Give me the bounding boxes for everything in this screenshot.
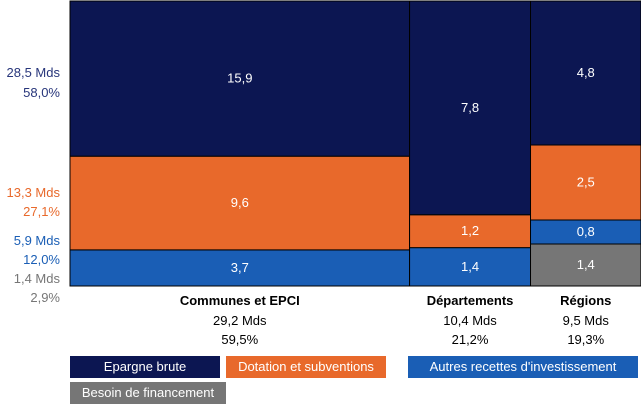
category-label-regions: Régions (560, 293, 611, 308)
category-share-departements: 21,2% (452, 332, 489, 347)
data-label-regions-besoin-de-financement: 1,4 (577, 257, 595, 272)
bar-departements-dotation-et-subventions (409, 214, 532, 249)
data-label-departements-autres-recettes-d-investissement: 1,4 (461, 259, 479, 274)
category-label-communes-et-epci: Communes et EPCI (180, 293, 300, 308)
series-total-share-besoin-de-financement: 2,9% (30, 290, 60, 305)
series-total-amount-epargne-brute: 28,5 Mds (7, 65, 61, 80)
series-total-share-epargne-brute: 58,0% (23, 85, 60, 100)
data-label-communes-et-epci-dotation-et-subventions: 9,6 (231, 195, 249, 210)
data-label-regions-autres-recettes-d-investissement: 0,8 (577, 224, 595, 239)
bar-regions-besoin-de-financement (530, 243, 641, 287)
category-total-regions: 9,5 Mds (563, 313, 610, 328)
legend-autres-recettes: Autres recettes d'investissement (408, 356, 638, 378)
bar-communes-et-epci-epargne-brute (69, 0, 411, 157)
bar-regions-dotation-et-subventions (530, 144, 641, 221)
series-total-share-dotation-et-subventions: 27,1% (23, 204, 60, 219)
data-label-departements-dotation-et-subventions: 1,2 (461, 223, 479, 238)
category-total-departements: 10,4 Mds (443, 313, 497, 328)
legend-besoin-financement: Besoin de financement (70, 382, 226, 404)
legend-dotation-subventions: Dotation et subventions (226, 356, 386, 378)
bar-communes-et-epci-autres-recettes-d-investissement (69, 249, 411, 287)
data-label-regions-epargne-brute: 4,8 (577, 65, 595, 80)
bar-regions-epargne-brute (530, 0, 641, 146)
series-total-amount-dotation-et-subventions: 13,3 Mds (7, 185, 61, 200)
category-total-communes-et-epci: 29,2 Mds (213, 313, 267, 328)
series-total-share-autres-recettes-d-investissement: 12,0% (23, 252, 60, 267)
legend-epargne-brute: Epargne brute (70, 356, 220, 378)
bar-communes-et-epci-dotation-et-subventions (69, 155, 411, 251)
series-total-amount-autres-recettes-d-investissement: 5,9 Mds (14, 233, 61, 248)
category-share-regions: 19,3% (567, 332, 604, 347)
bar-departements-epargne-brute (409, 0, 532, 216)
data-label-departements-epargne-brute: 7,8 (461, 100, 479, 115)
data-label-regions-dotation-et-subventions: 2,5 (577, 175, 595, 190)
data-label-communes-et-epci-epargne-brute: 15,9 (227, 71, 252, 86)
bar-regions-autres-recettes-d-investissement (530, 219, 641, 245)
data-label-communes-et-epci-autres-recettes-d-investissement: 3,7 (231, 260, 249, 275)
category-share-communes-et-epci: 59,5% (221, 332, 258, 347)
category-label-departements: Départements (427, 293, 514, 308)
series-total-amount-besoin-de-financement: 1,4 Mds (14, 271, 61, 286)
